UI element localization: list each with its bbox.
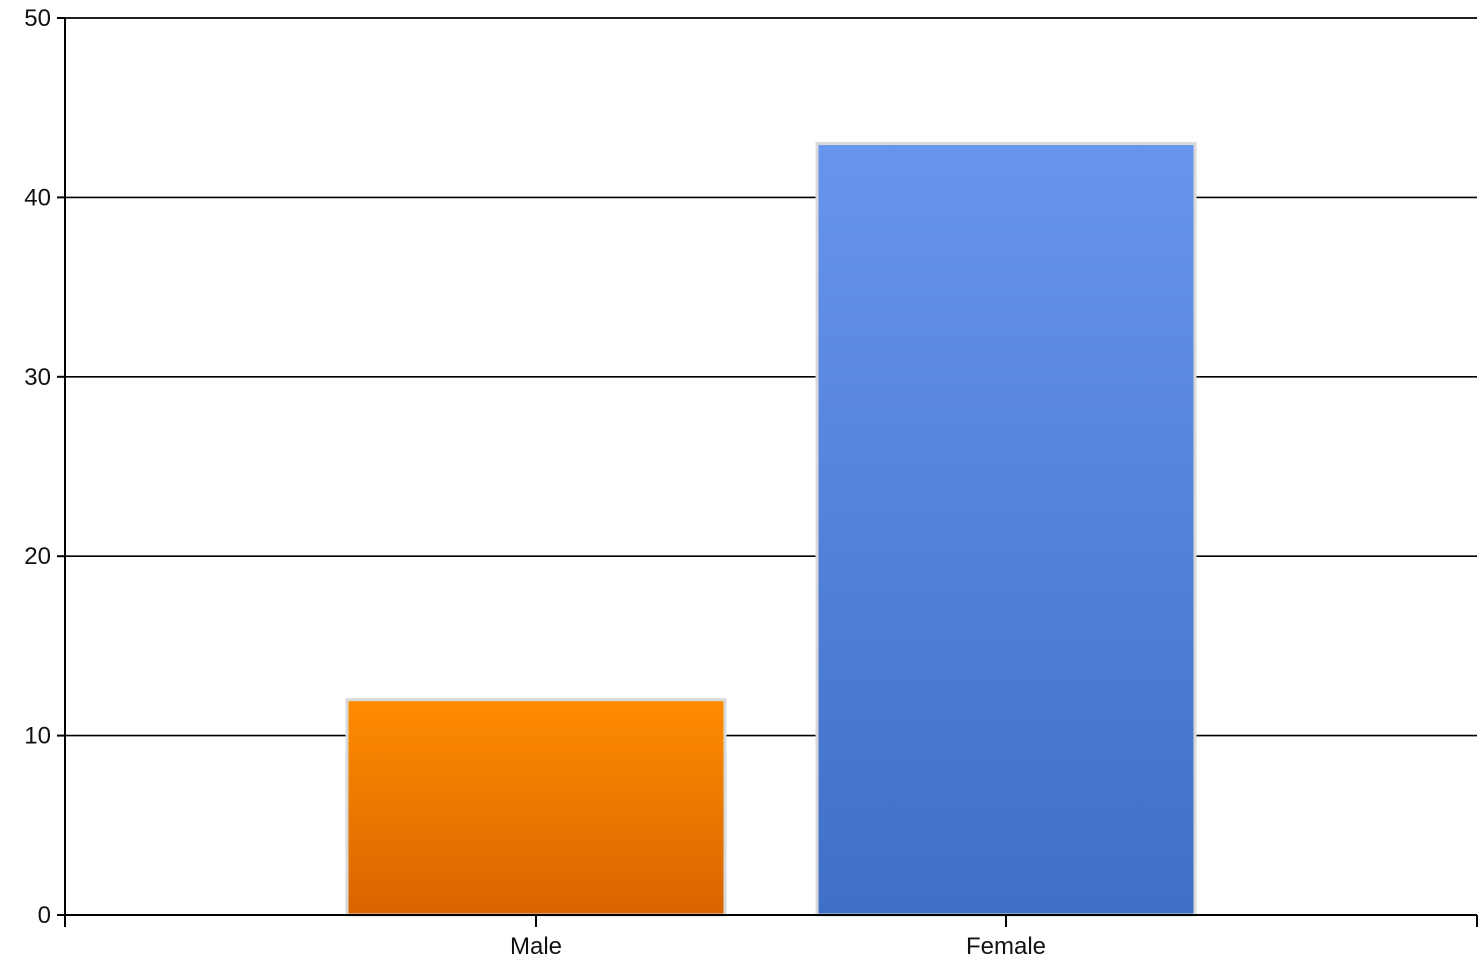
bar-female <box>815 142 1197 917</box>
bar-male <box>345 698 727 917</box>
y-tick-label: 40 <box>24 184 51 211</box>
tick-labels: 0 10 20 30 40 50 Male Female <box>24 5 1046 960</box>
gridlines <box>65 17 1477 737</box>
y-tick-label: 20 <box>24 543 51 570</box>
y-tick-label: 50 <box>24 5 51 32</box>
y-tick-label: 30 <box>24 364 51 391</box>
y-tick-label: 10 <box>24 723 51 750</box>
x-tick-label: Male <box>510 933 562 960</box>
x-tick-label: Female <box>966 933 1046 960</box>
bars <box>345 142 1197 917</box>
y-tick-label: 0 <box>38 902 51 929</box>
axes <box>57 17 1478 927</box>
